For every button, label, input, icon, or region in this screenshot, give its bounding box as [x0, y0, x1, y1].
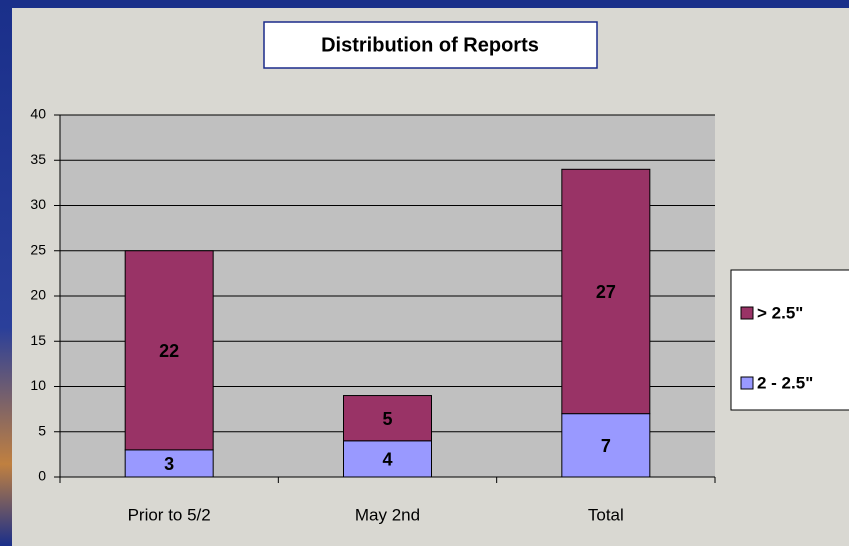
y-tick-label: 40 — [30, 106, 46, 122]
data-label: 3 — [164, 454, 174, 474]
bar-segment — [561, 168, 651, 415]
legend-swatch — [740, 376, 754, 390]
y-tick-label: 25 — [30, 241, 46, 257]
data-label: 5 — [382, 409, 392, 429]
x-tick-label: May 2nd — [355, 505, 420, 524]
y-tick-label: 20 — [30, 287, 46, 303]
data-label: 4 — [382, 450, 392, 470]
bar-segment — [343, 440, 432, 478]
x-tick-label: Prior to 5/2 — [128, 505, 211, 524]
y-tick-label: 30 — [30, 196, 46, 212]
x-tick-label: Total — [588, 505, 624, 524]
chart-title: Distribution of Reports — [321, 34, 539, 56]
data-label: 22 — [159, 341, 179, 361]
y-tick-label: 5 — [38, 422, 46, 438]
y-tick-label: 35 — [30, 151, 46, 167]
y-tick-label: 10 — [30, 377, 46, 393]
bar-segment — [343, 395, 432, 442]
legend-label: > 2.5" — [757, 303, 803, 322]
y-tick-label: 15 — [30, 332, 46, 348]
legend-swatch — [740, 306, 754, 320]
title-box — [263, 21, 598, 69]
bar-segment — [561, 413, 651, 478]
legend-label: 2 - 2.5" — [757, 373, 813, 392]
data-label: 7 — [601, 436, 611, 456]
bar-segment — [124, 250, 214, 451]
data-label: 27 — [596, 282, 616, 302]
y-tick-label: 0 — [38, 468, 46, 484]
